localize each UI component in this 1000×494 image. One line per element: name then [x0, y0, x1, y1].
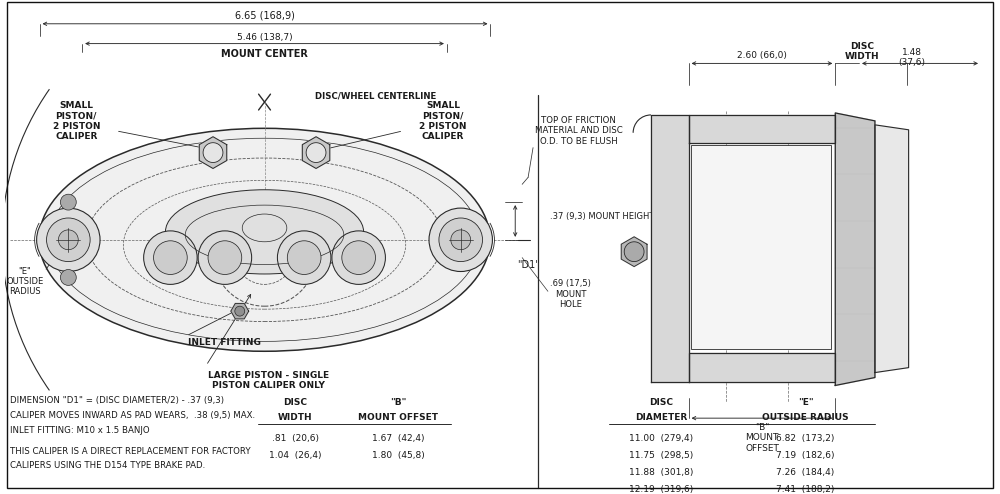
Circle shape — [144, 231, 197, 285]
Text: DISC: DISC — [649, 398, 673, 407]
Text: 11.88  (301,8): 11.88 (301,8) — [629, 468, 693, 477]
Circle shape — [58, 230, 78, 249]
Ellipse shape — [39, 128, 490, 351]
Text: SMALL
PISTON/
2 PISTON
CALIPER: SMALL PISTON/ 2 PISTON CALIPER — [53, 101, 100, 141]
Polygon shape — [199, 137, 227, 168]
Text: 1.80  (45,8): 1.80 (45,8) — [372, 452, 425, 460]
Polygon shape — [231, 303, 249, 319]
Text: CALIPER MOVES INWARD AS PAD WEARS,  .38 (9,5) MAX.: CALIPER MOVES INWARD AS PAD WEARS, .38 (… — [10, 411, 255, 420]
Text: .81  (20,6): .81 (20,6) — [272, 434, 319, 444]
Circle shape — [287, 241, 321, 275]
Ellipse shape — [165, 190, 364, 274]
Polygon shape — [651, 115, 689, 382]
Text: .37 (9,3) MOUNT HEIGHT: .37 (9,3) MOUNT HEIGHT — [550, 211, 654, 220]
Text: 11.00  (279,4): 11.00 (279,4) — [629, 434, 693, 444]
Text: 1.67  (42,4): 1.67 (42,4) — [372, 434, 425, 444]
Text: 2.60 (66,0): 2.60 (66,0) — [737, 51, 787, 60]
Circle shape — [429, 208, 492, 272]
Circle shape — [306, 143, 326, 163]
Circle shape — [60, 194, 76, 210]
Text: 7.41  (188,2): 7.41 (188,2) — [776, 485, 835, 494]
Text: DISC
WIDTH: DISC WIDTH — [845, 42, 879, 61]
Text: DIAMETER: DIAMETER — [635, 412, 687, 422]
Text: CALIPERS USING THE D154 TYPE BRAKE PAD.: CALIPERS USING THE D154 TYPE BRAKE PAD. — [10, 461, 205, 470]
Text: 6.82  (173,2): 6.82 (173,2) — [776, 434, 835, 444]
Text: "E"
OUTSIDE
RADIUS: "E" OUTSIDE RADIUS — [6, 266, 43, 296]
Text: DIMENSION "D1" = (DISC DIAMETER/2) - .37 (9,3): DIMENSION "D1" = (DISC DIAMETER/2) - .37… — [10, 396, 224, 405]
Circle shape — [203, 143, 223, 163]
Circle shape — [37, 208, 100, 272]
Text: 7.26  (184,4): 7.26 (184,4) — [776, 468, 835, 477]
Text: DISC: DISC — [283, 398, 307, 407]
Text: THIS CALIPER IS A DIRECT REPLACEMENT FOR FACTORY: THIS CALIPER IS A DIRECT REPLACEMENT FOR… — [10, 448, 250, 456]
Circle shape — [60, 270, 76, 286]
Text: TOP OF FRICTION
MATERIAL AND DISC
O.D. TO BE FLUSH: TOP OF FRICTION MATERIAL AND DISC O.D. T… — [535, 116, 623, 146]
Polygon shape — [835, 113, 875, 385]
Circle shape — [235, 306, 245, 316]
Circle shape — [154, 241, 187, 275]
Polygon shape — [875, 125, 909, 372]
Text: WIDTH: WIDTH — [278, 412, 313, 422]
Text: "E": "E" — [798, 398, 813, 407]
Text: .69 (17,5)
MOUNT
HOLE: .69 (17,5) MOUNT HOLE — [550, 280, 591, 309]
Polygon shape — [689, 115, 835, 143]
Circle shape — [624, 242, 644, 262]
Text: DISC/WHEEL CENTERLINE: DISC/WHEEL CENTERLINE — [315, 91, 436, 101]
Text: SMALL
PISTON/
2 PISTON
CALIPER: SMALL PISTON/ 2 PISTON CALIPER — [419, 101, 467, 141]
Text: 11.75  (298,5): 11.75 (298,5) — [629, 452, 693, 460]
Text: OUTSIDE RADIUS: OUTSIDE RADIUS — [762, 412, 849, 422]
Text: 5.46 (138,7): 5.46 (138,7) — [237, 33, 292, 42]
Circle shape — [439, 218, 483, 262]
Text: 6.65 (168,9): 6.65 (168,9) — [235, 11, 294, 21]
Text: MOUNT CENTER: MOUNT CENTER — [221, 49, 308, 59]
Circle shape — [332, 231, 385, 285]
Circle shape — [342, 241, 376, 275]
Text: INLET FITTING: INLET FITTING — [188, 338, 261, 347]
Text: "B"
MOUNT
OFFSET: "B" MOUNT OFFSET — [745, 423, 779, 453]
Circle shape — [208, 241, 242, 275]
Text: INLET FITTING: M10 x 1.5 BANJO: INLET FITTING: M10 x 1.5 BANJO — [10, 425, 149, 435]
Circle shape — [198, 231, 252, 285]
Circle shape — [277, 231, 331, 285]
Circle shape — [451, 230, 471, 249]
Polygon shape — [302, 137, 330, 168]
Text: "D1": "D1" — [517, 259, 539, 270]
Text: 1.04  (26,4): 1.04 (26,4) — [269, 452, 321, 460]
Text: MOUNT OFFSET: MOUNT OFFSET — [358, 412, 438, 422]
Polygon shape — [621, 237, 647, 267]
Text: "B": "B" — [390, 398, 406, 407]
Text: 12.19  (319,6): 12.19 (319,6) — [629, 485, 693, 494]
Circle shape — [47, 218, 90, 262]
Polygon shape — [689, 353, 835, 382]
Text: 7.19  (182,6): 7.19 (182,6) — [776, 452, 835, 460]
Text: LARGE PISTON - SINGLE
PISTON CALIPER ONLY: LARGE PISTON - SINGLE PISTON CALIPER ONL… — [208, 371, 329, 390]
Bar — [691, 145, 831, 349]
Text: 1.48
(37,6): 1.48 (37,6) — [898, 48, 925, 67]
